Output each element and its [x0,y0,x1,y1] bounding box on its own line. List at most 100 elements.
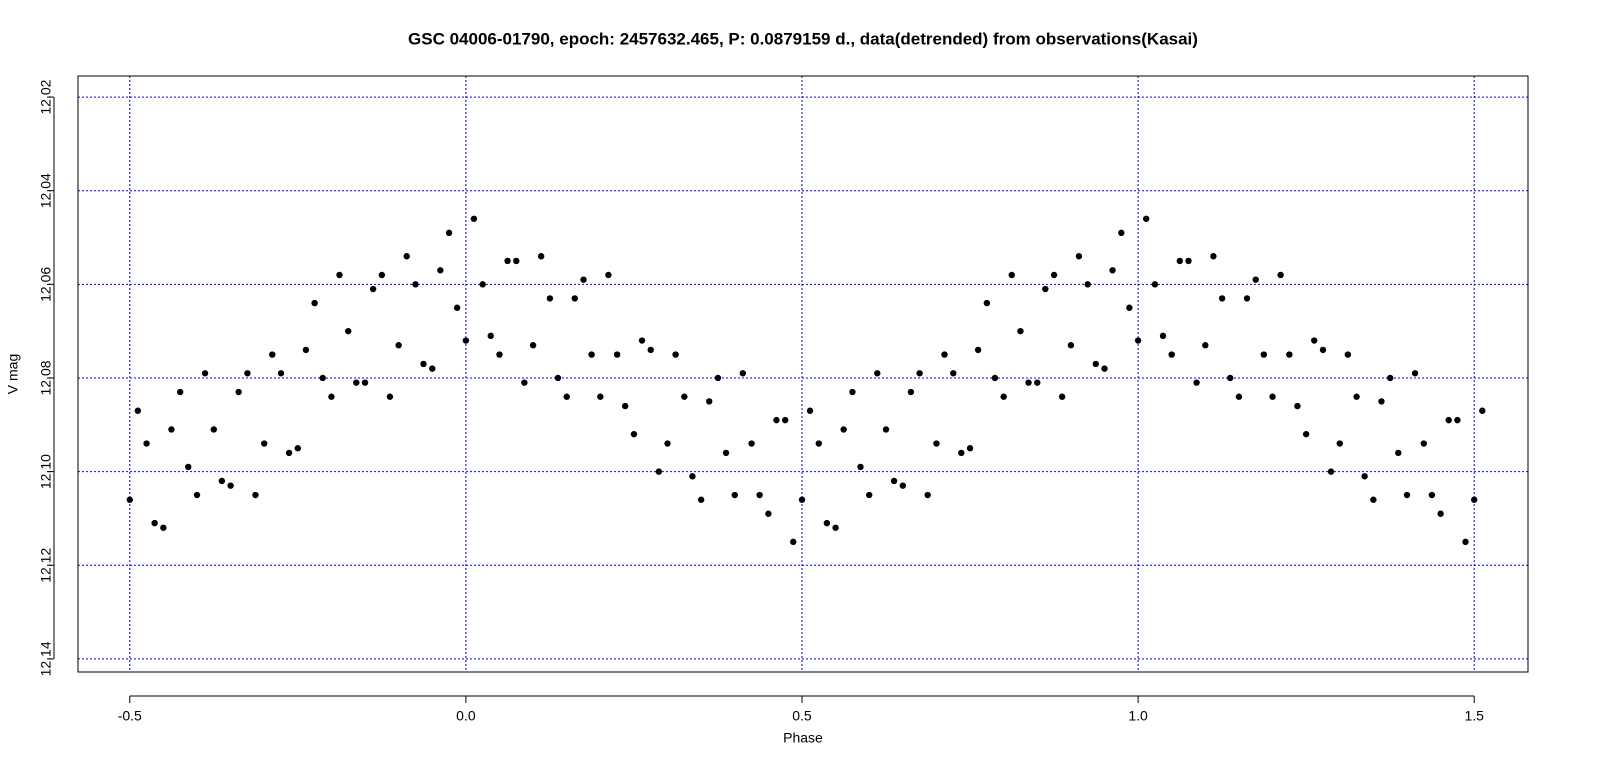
data-point [269,351,276,358]
data-point [1454,416,1461,424]
data-point [1479,407,1486,414]
data-point [1042,285,1049,293]
points [126,215,1486,546]
data-point [1344,351,1352,358]
data-point [285,449,293,457]
data-point [537,253,545,260]
data-point [1269,393,1276,400]
x-tick-label: 1.0 [1128,708,1148,724]
data-point [890,477,898,485]
data-point [143,440,150,447]
data-point [1084,281,1091,288]
data-point [933,440,940,447]
data-point [874,370,881,377]
data-point [378,271,386,279]
data-point [201,370,209,377]
data-point [185,463,192,471]
data-point [513,257,520,265]
data-point [496,351,503,358]
data-point [907,388,915,396]
data-point [369,285,377,293]
data-point [621,402,629,410]
data-point [1218,295,1226,302]
data-point [899,482,907,489]
data-point [1159,332,1167,340]
data-point [638,337,646,344]
data-point [1437,510,1444,517]
data-point [218,477,226,485]
data-point [1428,491,1436,499]
data-point [1327,468,1335,475]
data-point [1193,379,1200,386]
x-tick-label: 0.5 [792,708,812,724]
data-point [1252,276,1259,283]
data-point [168,426,175,433]
x-axis-label: Phase [783,730,823,746]
data-point [1101,365,1108,372]
data-point [386,393,394,400]
data-point [361,379,369,386]
data-point [151,519,158,527]
data-point [437,267,444,274]
y-tick-label: 12.12 [38,548,54,583]
data-point [1277,271,1284,279]
data-point [1050,271,1058,279]
data-point [882,426,890,433]
data-point [1151,281,1159,288]
data-point [1126,304,1133,311]
data-point [479,281,486,288]
data-point [210,426,217,433]
data-point [1176,257,1183,265]
data-point [655,468,663,475]
data-point [1370,496,1377,503]
data-point [1202,342,1209,349]
chart-title: GSC 04006-01790, epoch: 2457632.465, P: … [408,29,1198,48]
data-point [1034,379,1041,386]
data-point [563,393,570,400]
data-point [706,398,713,405]
axes: -0.5 0.0 0.5 1.0 1.5 12.02 12.04 12.06 12.08 12.1… [38,79,1484,723]
data-point [395,342,402,349]
data-point [504,257,511,265]
data-point [647,346,654,354]
data-point [588,351,595,358]
data-point [1109,267,1116,274]
data-point [748,440,755,447]
data-point [1075,253,1083,260]
data-point [521,379,528,386]
data-point [1118,229,1125,237]
data-point [302,346,310,354]
data-point [1025,379,1032,386]
data-point [227,482,234,489]
data-point [958,449,965,457]
data-point [294,445,302,452]
data-point [126,496,133,503]
x-tick-label: -0.5 [118,708,142,724]
data-point [672,351,679,358]
data-point [244,370,251,377]
data-point [1462,538,1469,546]
data-point [403,253,410,260]
data-point [529,342,537,349]
data-point [916,370,923,377]
data-point [1403,491,1411,499]
data-point [1017,327,1024,335]
data-point [941,351,948,358]
data-point [1227,374,1234,382]
data-point [1067,342,1075,349]
data-point [815,440,822,447]
data-point [176,388,184,396]
data-point [261,440,268,447]
data-point [1142,215,1150,222]
data-point [252,491,259,499]
data-point [1260,351,1268,358]
data-point [319,374,326,382]
data-point [445,229,453,237]
data-point [806,407,814,414]
data-point [235,388,242,396]
data-point [950,370,957,377]
data-point [966,445,974,452]
x-tick-label: 1.5 [1464,708,1484,724]
data-point [731,491,738,499]
